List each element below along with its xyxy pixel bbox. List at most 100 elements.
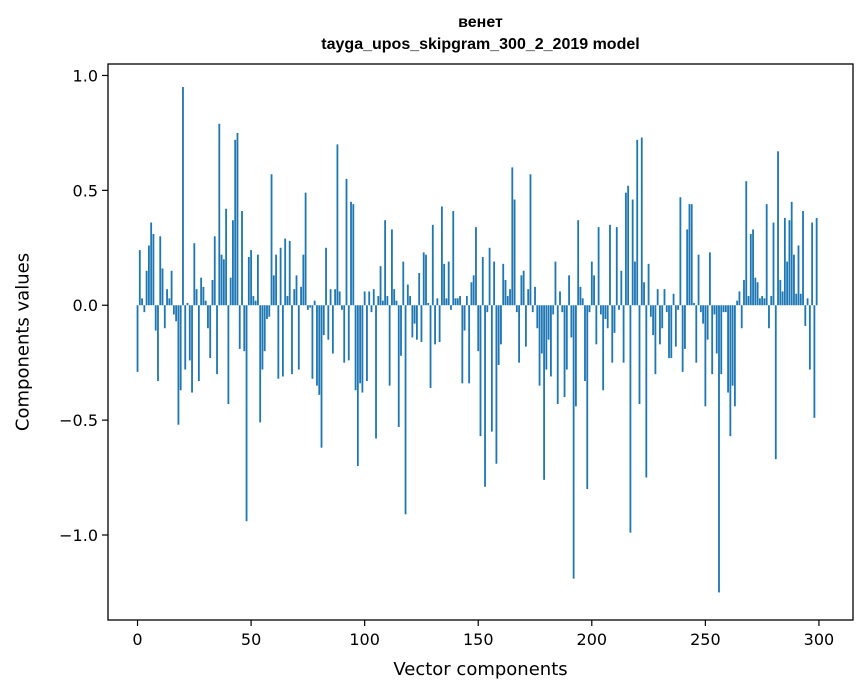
bar-component-289 (793, 254, 795, 306)
bar-component-271 (752, 229, 754, 306)
bars-layer (136, 86, 818, 593)
bar-component-122 (413, 305, 416, 324)
bar-component-273 (756, 282, 759, 306)
bar-component-204 (599, 305, 602, 315)
bar-component-84 (327, 305, 330, 340)
bar-component-175 (534, 286, 536, 306)
bar-component-108 (381, 300, 384, 306)
bar-component-198 (586, 305, 589, 490)
chart-title: венет (458, 14, 503, 31)
bar-component-253 (711, 305, 714, 375)
x-tick-label: 250 (690, 630, 721, 649)
bar-component-91 (343, 305, 346, 363)
bar-component-39 (225, 208, 228, 306)
bar-component-2 (141, 298, 143, 306)
bar-component-106 (377, 296, 380, 306)
bar-component-259 (724, 305, 727, 313)
bar-component-141 (456, 298, 459, 306)
bar-component-154 (486, 305, 489, 313)
bar-component-115 (397, 305, 400, 428)
y-tick-label: −1.0 (59, 526, 98, 545)
bar-component-231 (661, 305, 664, 329)
x-tick-label: 150 (463, 630, 494, 649)
y-tick-label: 1.0 (73, 66, 98, 85)
bar-component-81 (320, 305, 323, 448)
bar-component-189 (565, 305, 568, 370)
bar-component-120 (409, 296, 411, 306)
bar-component-8 (154, 305, 157, 331)
bar-component-103 (370, 305, 373, 313)
bar-component-267 (743, 279, 745, 306)
bar-component-73 (302, 254, 305, 306)
y-tick-label: −0.5 (59, 411, 98, 430)
bar-component-169 (520, 275, 523, 306)
bar-component-94 (350, 201, 352, 306)
bar-component-281 (774, 305, 777, 460)
bar-component-126 (422, 252, 425, 306)
bar-component-14 (168, 298, 171, 306)
bar-component-15 (170, 270, 173, 306)
bar-component-96 (354, 305, 357, 391)
bar-component-54 (259, 305, 262, 423)
bar-component-34 (213, 236, 216, 306)
bar-component-223 (643, 282, 645, 306)
bar-component-135 (443, 263, 446, 306)
bar-component-183 (552, 305, 555, 315)
bar-component-218 (631, 199, 634, 306)
bar-component-214 (622, 305, 625, 363)
bar-component-162 (504, 279, 507, 306)
bar-component-161 (502, 263, 505, 306)
chart-subtitle: tayga_upos_skipgram_300_2_2019 model (321, 36, 640, 53)
bar-component-102 (368, 291, 371, 306)
bar-component-210 (613, 305, 616, 333)
bar-component-55 (261, 305, 264, 370)
bar-component-242 (686, 229, 689, 306)
bar-component-266 (740, 305, 743, 329)
bar-component-166 (513, 199, 516, 306)
bar-component-188 (563, 305, 566, 398)
bar-component-173 (529, 174, 532, 306)
bar-component-64 (281, 305, 284, 377)
bar-component-129 (429, 305, 432, 388)
bar-component-270 (749, 234, 752, 306)
bar-component-61 (275, 254, 277, 306)
bar-component-201 (593, 275, 595, 306)
bar-component-205 (602, 305, 605, 391)
bar-component-104 (372, 289, 375, 306)
bar-component-77 (311, 305, 314, 379)
bar-component-88 (336, 144, 339, 306)
bar-component-258 (722, 305, 725, 313)
bar-component-6 (150, 222, 153, 306)
bar-component-208 (609, 224, 611, 306)
bar-component-233 (665, 305, 668, 313)
bar-component-97 (356, 305, 359, 467)
bar-component-149 (475, 227, 477, 306)
bar-component-86 (331, 305, 334, 354)
bar-component-239 (679, 197, 682, 306)
bar-component-22 (186, 302, 189, 306)
bar-component-30 (204, 300, 207, 306)
bar-component-229 (656, 289, 659, 306)
bar-component-150 (477, 305, 480, 352)
bar-component-137 (447, 261, 450, 306)
bar-component-131 (434, 305, 436, 345)
bar-component-296 (808, 305, 811, 370)
bar-component-20 (182, 86, 184, 306)
y-tick-label: 0.5 (73, 181, 98, 200)
bar-component-123 (415, 305, 418, 340)
bar-component-74 (304, 192, 307, 306)
bar-component-170 (522, 270, 525, 306)
bar-component-160 (500, 305, 502, 345)
bar-component-275 (761, 296, 764, 306)
bar-component-46 (241, 211, 243, 306)
bar-component-121 (411, 305, 414, 338)
bar-component-51 (252, 296, 255, 306)
bar-component-101 (366, 305, 368, 382)
bar-component-60 (272, 275, 275, 306)
bar-component-114 (395, 300, 398, 306)
bar-component-156 (490, 305, 493, 432)
bar-component-85 (329, 289, 332, 306)
bar-component-240 (681, 305, 684, 372)
bar-component-62 (277, 305, 280, 379)
bar-component-48 (245, 305, 248, 522)
